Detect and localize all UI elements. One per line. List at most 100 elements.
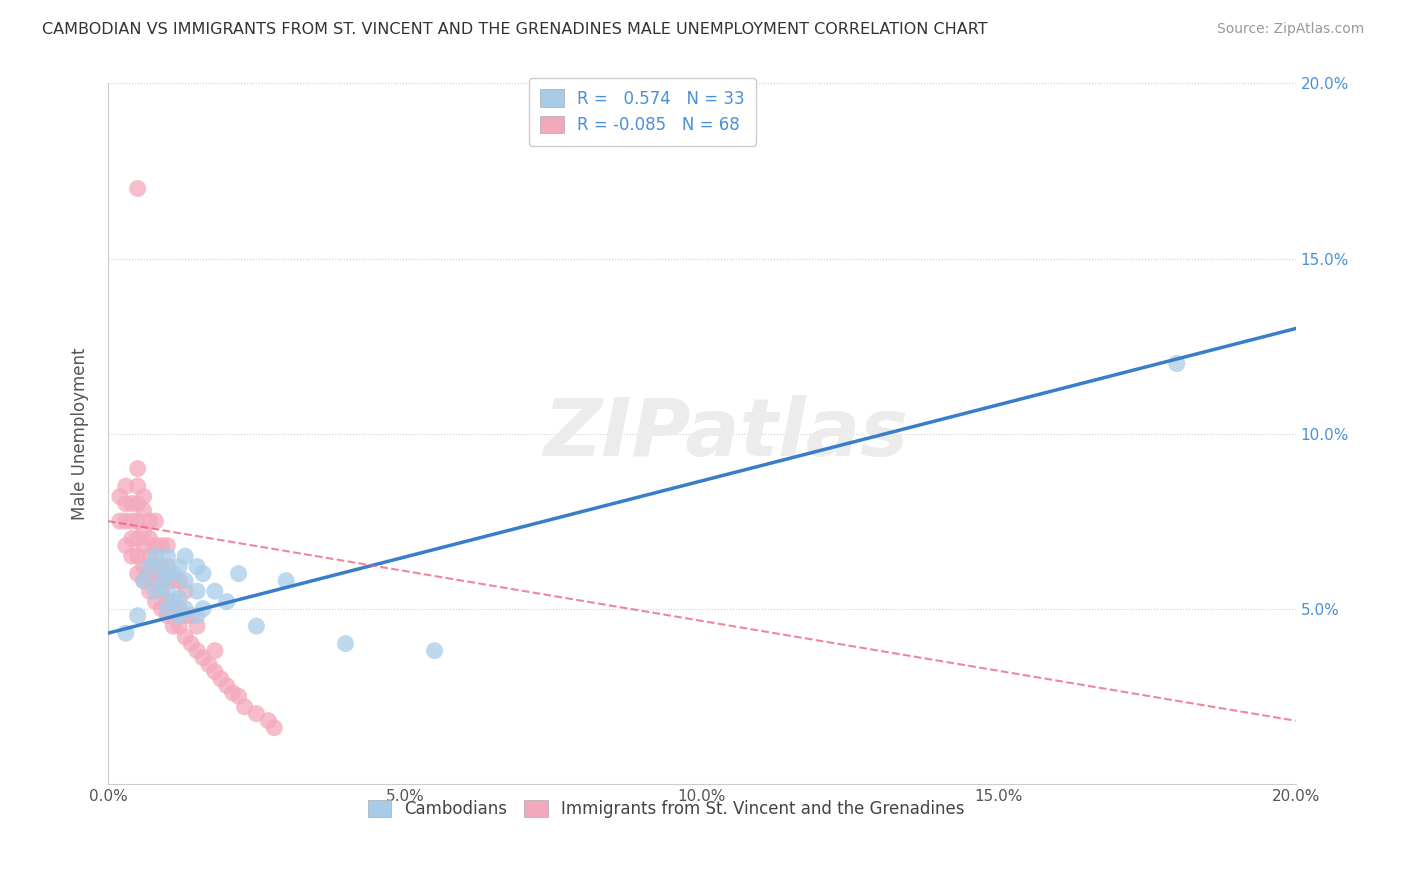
Point	[145, 584, 167, 599]
Point	[132, 574, 155, 588]
Point	[174, 549, 197, 563]
Point	[132, 490, 155, 504]
Point	[156, 608, 179, 623]
Point	[215, 595, 238, 609]
Point	[138, 514, 160, 528]
Point	[228, 689, 250, 703]
Point	[150, 559, 173, 574]
Point	[127, 532, 149, 546]
Point	[114, 539, 136, 553]
Point	[127, 461, 149, 475]
Point	[423, 643, 446, 657]
Point	[127, 479, 149, 493]
Point	[162, 566, 184, 581]
Point	[162, 595, 184, 609]
Legend: Cambodians, Immigrants from St. Vincent and the Grenadines: Cambodians, Immigrants from St. Vincent …	[361, 793, 972, 824]
Point	[138, 584, 160, 599]
Point	[1166, 357, 1188, 371]
Point	[215, 679, 238, 693]
Text: CAMBODIAN VS IMMIGRANTS FROM ST. VINCENT AND THE GRENADINES MALE UNEMPLOYMENT CO: CAMBODIAN VS IMMIGRANTS FROM ST. VINCENT…	[42, 22, 988, 37]
Point	[191, 650, 214, 665]
Point	[162, 574, 184, 588]
Point	[150, 566, 173, 581]
Point	[150, 539, 173, 553]
Point	[114, 479, 136, 493]
Point	[127, 608, 149, 623]
Point	[174, 608, 197, 623]
Point	[167, 619, 190, 633]
Point	[198, 657, 221, 672]
Point	[204, 665, 226, 679]
Point	[174, 630, 197, 644]
Point	[186, 643, 208, 657]
Point	[150, 574, 173, 588]
Point	[209, 672, 232, 686]
Point	[145, 559, 167, 574]
Point	[174, 601, 197, 615]
Point	[138, 532, 160, 546]
Point	[156, 574, 179, 588]
Text: ZIPatlas: ZIPatlas	[543, 394, 908, 473]
Point	[138, 566, 160, 581]
Point	[167, 591, 190, 606]
Point	[132, 524, 155, 539]
Point	[132, 559, 155, 574]
Point	[121, 549, 143, 563]
Point	[245, 619, 267, 633]
Point	[132, 574, 155, 588]
Point	[174, 584, 197, 599]
Point	[162, 601, 184, 615]
Point	[257, 714, 280, 728]
Point	[233, 699, 256, 714]
Point	[245, 706, 267, 721]
Point	[167, 559, 190, 574]
Point	[335, 637, 357, 651]
Point	[191, 601, 214, 615]
Point	[127, 497, 149, 511]
Text: Source: ZipAtlas.com: Source: ZipAtlas.com	[1216, 22, 1364, 37]
Point	[114, 626, 136, 640]
Point	[167, 574, 190, 588]
Point	[186, 619, 208, 633]
Point	[114, 514, 136, 528]
Point	[156, 566, 179, 581]
Point	[156, 601, 179, 615]
Point	[121, 514, 143, 528]
Point	[156, 539, 179, 553]
Point	[132, 539, 155, 553]
Point	[127, 549, 149, 563]
Point	[145, 514, 167, 528]
Point	[167, 601, 190, 615]
Point	[127, 566, 149, 581]
Point	[121, 497, 143, 511]
Point	[204, 643, 226, 657]
Point	[127, 514, 149, 528]
Point	[145, 595, 167, 609]
Point	[150, 584, 173, 599]
Point	[156, 549, 179, 563]
Point	[174, 574, 197, 588]
Point	[132, 503, 155, 517]
Point	[121, 532, 143, 546]
Point	[127, 181, 149, 195]
Point	[156, 559, 179, 574]
Point	[156, 595, 179, 609]
Point	[186, 584, 208, 599]
Point	[167, 608, 190, 623]
Point	[138, 559, 160, 574]
Point	[186, 559, 208, 574]
Point	[108, 514, 131, 528]
Point	[114, 497, 136, 511]
Point	[263, 721, 285, 735]
Point	[180, 608, 202, 623]
Point	[186, 608, 208, 623]
Point	[138, 549, 160, 563]
Y-axis label: Male Unemployment: Male Unemployment	[72, 347, 89, 520]
Point	[276, 574, 298, 588]
Point	[150, 601, 173, 615]
Point	[191, 566, 214, 581]
Point	[228, 566, 250, 581]
Point	[162, 619, 184, 633]
Point	[221, 686, 243, 700]
Point	[145, 574, 167, 588]
